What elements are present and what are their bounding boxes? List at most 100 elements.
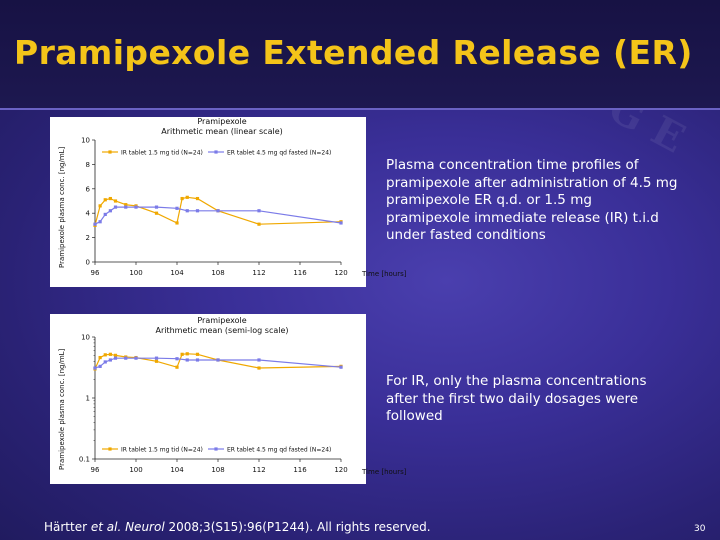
data-point-ir: [124, 203, 128, 207]
legend-swatch-marker: [108, 150, 112, 154]
data-point-er: [195, 358, 200, 362]
data-point-er: [134, 356, 138, 360]
legend-label: IR tablet 1.5 mg tid (N=24): [121, 446, 203, 453]
data-point-ir: [175, 365, 179, 369]
y-tick-label: 10: [81, 137, 90, 145]
data-point-ir: [180, 196, 184, 201]
data-point-ir: [103, 198, 107, 202]
data-point-er: [185, 209, 189, 213]
citation: Härtter et al. Neurol 2008;3(S15):96(P12…: [44, 520, 431, 534]
data-point-ir: [113, 353, 118, 357]
data-point-er: [216, 209, 220, 213]
data-point-ir: [108, 352, 112, 356]
x-tick-label: 112: [252, 269, 265, 277]
data-point-ir: [195, 352, 200, 356]
y-tick-label: 0.1: [79, 456, 90, 464]
data-point-ir: [180, 352, 184, 356]
semilog-scale-chart: 96 100 104 108 112 116 120 0.1 1 10 IR tablet 1.5 …: [79, 334, 348, 475]
data-point-er: [134, 205, 138, 209]
slide-header: [0, 0, 720, 110]
legend-swatch-marker: [214, 150, 218, 154]
x-tick-label: 96: [91, 466, 100, 474]
data-point-er: [175, 357, 179, 361]
y-tick-label: 2: [86, 234, 90, 242]
x-tick-label: 116: [293, 466, 307, 474]
x-tick-label: 96: [91, 269, 100, 277]
data-point-ir: [195, 196, 200, 201]
data-point-ir: [154, 359, 159, 363]
data-point-ir: [103, 353, 107, 357]
y-tick-label: 8: [86, 161, 90, 169]
data-point-ir: [154, 211, 159, 215]
data-point-er: [113, 205, 118, 209]
chart-title-semilog: Pramipexole: [197, 316, 247, 325]
x-axis-label-semilog: Time [hours]: [362, 468, 407, 476]
x-tick-label: 112: [252, 466, 265, 474]
x-tick-label: 100: [129, 269, 142, 277]
data-point-er: [257, 358, 261, 362]
data-point-er: [339, 221, 343, 225]
x-tick-label: 120: [334, 466, 347, 474]
y-axis-label-linear: Pramipexole plasma conc. [ng/mL]: [58, 146, 66, 268]
citation-author: Härtter: [44, 520, 91, 534]
data-point-ir: [108, 196, 112, 201]
legend-swatch-marker: [214, 447, 218, 451]
data-point-er: [113, 356, 118, 360]
page-number: 30: [694, 524, 706, 534]
data-point-er: [185, 358, 189, 362]
data-point-ir: [257, 222, 261, 226]
x-tick-label: 108: [211, 466, 224, 474]
legend-label: ER tablet 4.5 mg qd fasted (N=24): [227, 446, 331, 453]
data-point-er: [195, 209, 200, 213]
data-point-er: [93, 366, 97, 370]
linear-scale-chart: 96 100 104 108 112 116 120 0 2 4 6 8 10 IR tablet 1.5…: [81, 137, 348, 278]
citation-details: 2008;3(S15):96(P1244). All rights reserv…: [164, 520, 431, 534]
data-point-er: [98, 220, 102, 224]
description-ir-note: For IR, only the plasma concentrations a…: [386, 373, 647, 424]
citation-journal: et al. Neurol: [90, 520, 165, 534]
data-point-er: [257, 209, 261, 213]
x-tick-label: 116: [293, 269, 307, 277]
y-tick-label: 10: [81, 334, 90, 342]
data-point-ir: [98, 355, 102, 360]
data-point-er: [216, 358, 220, 362]
x-tick-label: 108: [211, 269, 224, 277]
data-point-er: [175, 206, 179, 210]
data-point-ir: [98, 204, 102, 208]
chart-subtitle-linear: Arithmetic mean (linear scale): [161, 127, 283, 136]
data-point-ir: [185, 352, 189, 356]
data-point-er: [124, 356, 128, 360]
data-point-er: [103, 360, 107, 364]
data-point-er: [93, 222, 97, 226]
chart-panel-semilog: 96 100 104 108 112 116 120 0.1 1 10 IR tablet 1.5 …: [50, 314, 366, 484]
data-point-ir: [113, 199, 118, 203]
data-point-er: [108, 209, 112, 213]
x-axis-label-linear: Time [hours]: [362, 270, 407, 278]
legend-label: ER tablet 4.5 mg qd fasted (N=24): [227, 149, 331, 156]
chart-panel-linear: 96 100 104 108 112 116 120 0 2 4 6 8 10 IR tablet 1.5…: [50, 117, 366, 287]
data-point-ir: [185, 195, 189, 199]
slide-title: Pramipexole Extended Release (ER): [14, 33, 693, 72]
x-tick-label: 100: [129, 466, 142, 474]
y-tick-label: 1: [86, 395, 90, 403]
y-tick-label: 6: [86, 185, 91, 193]
legend-label: IR tablet 1.5 mg tid (N=24): [121, 149, 203, 156]
chart-title-linear: Pramipexole: [197, 117, 247, 126]
y-tick-label: 4: [86, 210, 91, 218]
y-axis-label-semilog: Pramipexole plasma conc. [ng/mL]: [58, 348, 66, 470]
data-point-er: [103, 212, 107, 217]
data-point-er: [108, 358, 112, 362]
data-point-er: [339, 365, 343, 369]
data-point-ir: [175, 221, 179, 225]
y-tick-label: 0: [86, 259, 90, 267]
data-point-er: [154, 356, 159, 360]
x-tick-label: 104: [170, 466, 184, 474]
x-tick-label: 104: [170, 269, 184, 277]
chart-subtitle-semilog: Arithmetic mean (semi-log scale): [155, 326, 289, 335]
x-tick-label: 120: [334, 269, 347, 277]
description-profiles: Plasma concentration time profiles of pr…: [386, 157, 678, 243]
legend-swatch-marker: [108, 447, 112, 451]
data-point-ir: [257, 366, 261, 370]
data-point-er: [154, 205, 159, 209]
data-point-er: [98, 364, 102, 368]
